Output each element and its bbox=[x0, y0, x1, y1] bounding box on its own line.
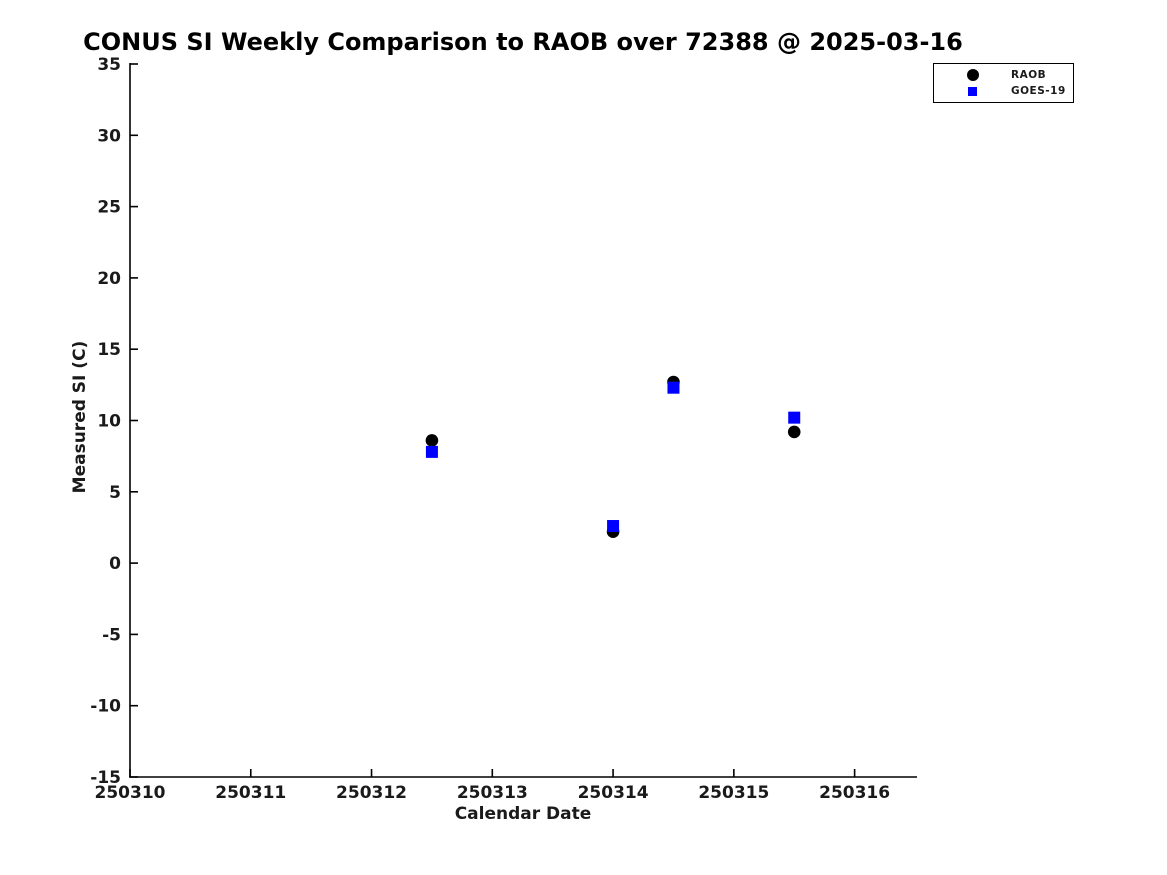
y-tick-label: 20 bbox=[97, 269, 121, 289]
data-point-goes-19 bbox=[667, 381, 680, 394]
data-point-goes-19 bbox=[607, 520, 620, 533]
legend-marker-cell bbox=[934, 69, 1011, 81]
y-tick-label: 30 bbox=[97, 126, 121, 146]
y-tick-label: 15 bbox=[97, 340, 121, 360]
y-tick-label: -15 bbox=[90, 768, 121, 788]
legend-marker-cell bbox=[934, 86, 1011, 96]
y-tick-label: 25 bbox=[97, 198, 121, 218]
data-point-goes-19 bbox=[788, 411, 801, 424]
goes-19-marker-icon bbox=[968, 86, 977, 96]
x-tick-label: 250314 bbox=[578, 783, 649, 803]
legend-item-goes-19: GOES-19 bbox=[934, 83, 1073, 99]
x-tick-label: 250315 bbox=[698, 783, 769, 803]
data-point-raob bbox=[425, 434, 439, 447]
y-tick-label: -10 bbox=[90, 697, 121, 717]
legend-label-raob: RAOB bbox=[1011, 69, 1047, 81]
x-tick-label: 250310 bbox=[95, 783, 166, 803]
y-tick-label: 5 bbox=[109, 483, 121, 503]
y-axis-label: Measured SI (C) bbox=[70, 340, 90, 494]
x-tick-label: 250312 bbox=[336, 783, 407, 803]
x-tick-label: 250316 bbox=[819, 783, 890, 803]
data-point-goes-19 bbox=[425, 445, 438, 458]
raob-marker-icon bbox=[966, 69, 979, 81]
data-point-raob bbox=[787, 425, 801, 439]
x-tick-label: 250313 bbox=[457, 783, 528, 803]
legend: RAOB GOES-19 bbox=[933, 63, 1074, 103]
chart-title: CONUS SI Weekly Comparison to RAOB over … bbox=[83, 28, 963, 56]
legend-label-goes-19: GOES-19 bbox=[1011, 85, 1066, 97]
x-axis-label: Calendar Date bbox=[454, 804, 592, 824]
x-tick-label: 250311 bbox=[215, 783, 286, 803]
y-tick-label: 10 bbox=[97, 412, 121, 432]
legend-item-raob: RAOB bbox=[934, 67, 1073, 83]
y-tick-label: 0 bbox=[109, 554, 121, 574]
y-tick-label: -5 bbox=[102, 625, 121, 645]
y-tick-label: 35 bbox=[97, 55, 121, 75]
